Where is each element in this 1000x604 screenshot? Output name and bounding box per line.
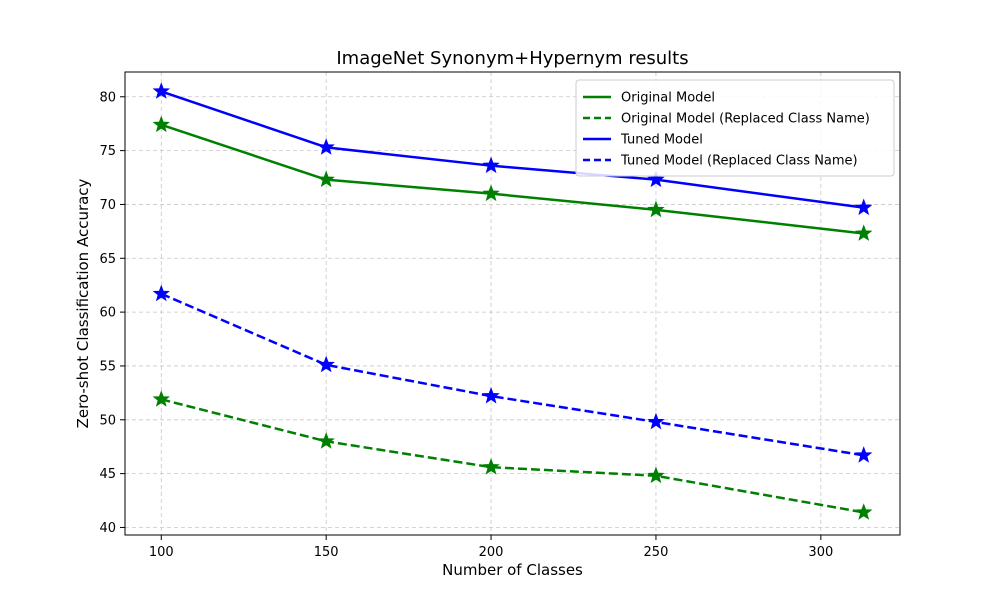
y-tick-label: 75 [99, 144, 116, 159]
x-tick-label: 250 [644, 545, 669, 560]
x-tick-label: 100 [149, 545, 174, 560]
series-3 [152, 82, 873, 216]
x-tick-label: 150 [314, 545, 339, 560]
y-tick-label: 45 [99, 467, 116, 482]
y-axis-label: Zero-shot Classification Accuracy [74, 178, 92, 428]
x-axis-label: Number of Classes [442, 561, 583, 579]
y-tick-label: 55 [99, 359, 116, 374]
chart-title: ImageNet Synonym+Hypernym results [336, 48, 688, 69]
legend: Original Model Original Model (Replaced C… [575, 79, 895, 177]
data-point-star [482, 386, 500, 404]
data-point-star [482, 184, 500, 202]
data-point-star [317, 355, 335, 373]
legend-box [575, 79, 895, 177]
series-4 [152, 284, 873, 463]
series-1 [152, 115, 873, 241]
data-point-star [855, 224, 873, 241]
y-tick-label: 65 [99, 252, 116, 267]
legend-item: Original Model (Replaced Class Name) [583, 112, 870, 127]
data-point-star [855, 503, 873, 520]
y-tick-label: 50 [99, 413, 116, 428]
data-point-star [152, 115, 170, 133]
series-line [160, 292, 864, 457]
series-2 [152, 390, 873, 520]
series-line [160, 398, 864, 514]
legend-label: Original Model [621, 91, 715, 106]
legend-label: Original Model (Replaced Class Name) [621, 112, 870, 127]
legend-item: Original Model [583, 91, 715, 106]
axis-ticks: 100 150 200 250 300 40 45 50 55 60 65 70 75 80 [99, 90, 833, 560]
y-tick-label: 80 [99, 90, 116, 105]
data-point-star [647, 170, 665, 188]
data-point-star [647, 412, 665, 430]
data-point-star [317, 138, 335, 155]
legend-items: Original Model Original Model (Replaced C… [583, 91, 870, 169]
y-tick-label: 40 [99, 521, 116, 536]
y-tick-label: 70 [99, 198, 116, 213]
data-point-star [482, 156, 500, 174]
data-point-star [482, 458, 500, 475]
data-point-star [317, 432, 335, 449]
plot-frame [124, 71, 901, 536]
series-layer [152, 82, 873, 520]
data-point-star [855, 198, 873, 216]
data-point-star [152, 390, 170, 407]
data-point-star [647, 200, 665, 218]
x-tick-label: 200 [479, 545, 504, 560]
legend-item: Tuned Model (Replaced Class Name) [583, 154, 858, 169]
legend-label: Tuned Model (Replaced Class Name) [620, 154, 858, 169]
data-point-star [855, 446, 873, 463]
data-point-star [152, 284, 170, 302]
y-tick-label: 60 [99, 306, 116, 321]
legend-item: Tuned Model [583, 133, 703, 148]
x-tick-label: 300 [808, 545, 833, 560]
data-point-star [647, 466, 665, 484]
data-point-star [317, 170, 335, 188]
data-point-star [152, 82, 170, 99]
legend-label: Tuned Model [620, 133, 703, 148]
